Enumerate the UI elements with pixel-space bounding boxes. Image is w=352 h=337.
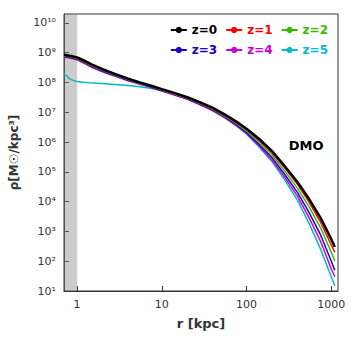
svg-text:r [kpc]: r [kpc] <box>177 316 225 331</box>
svg-text:10²: 10² <box>38 255 56 268</box>
svg-text:ρ[M☉/kpc³]: ρ[M☉/kpc³] <box>7 115 21 191</box>
svg-text:10⁵: 10⁵ <box>38 165 56 178</box>
svg-text:1000: 1000 <box>317 298 345 311</box>
svg-text:z=3: z=3 <box>192 43 217 57</box>
svg-text:10⁴: 10⁴ <box>38 195 57 208</box>
svg-text:10⁹: 10⁹ <box>38 46 56 59</box>
svg-text:z=5: z=5 <box>303 43 328 57</box>
svg-text:z=4: z=4 <box>247 43 272 57</box>
svg-text:10⁶: 10⁶ <box>38 136 57 149</box>
svg-text:10¹⁰: 10¹⁰ <box>33 16 56 29</box>
svg-text:10¹: 10¹ <box>38 285 56 298</box>
svg-text:100: 100 <box>236 298 257 311</box>
svg-text:10: 10 <box>155 298 169 311</box>
svg-text:z=1: z=1 <box>247 23 272 37</box>
svg-text:DMO: DMO <box>289 138 324 153</box>
svg-text:z=2: z=2 <box>303 23 328 37</box>
svg-text:z=0: z=0 <box>192 23 217 37</box>
svg-text:10⁷: 10⁷ <box>38 106 56 119</box>
svg-text:1: 1 <box>74 298 81 311</box>
svg-text:10⁸: 10⁸ <box>38 76 57 89</box>
svg-text:10³: 10³ <box>38 225 56 238</box>
